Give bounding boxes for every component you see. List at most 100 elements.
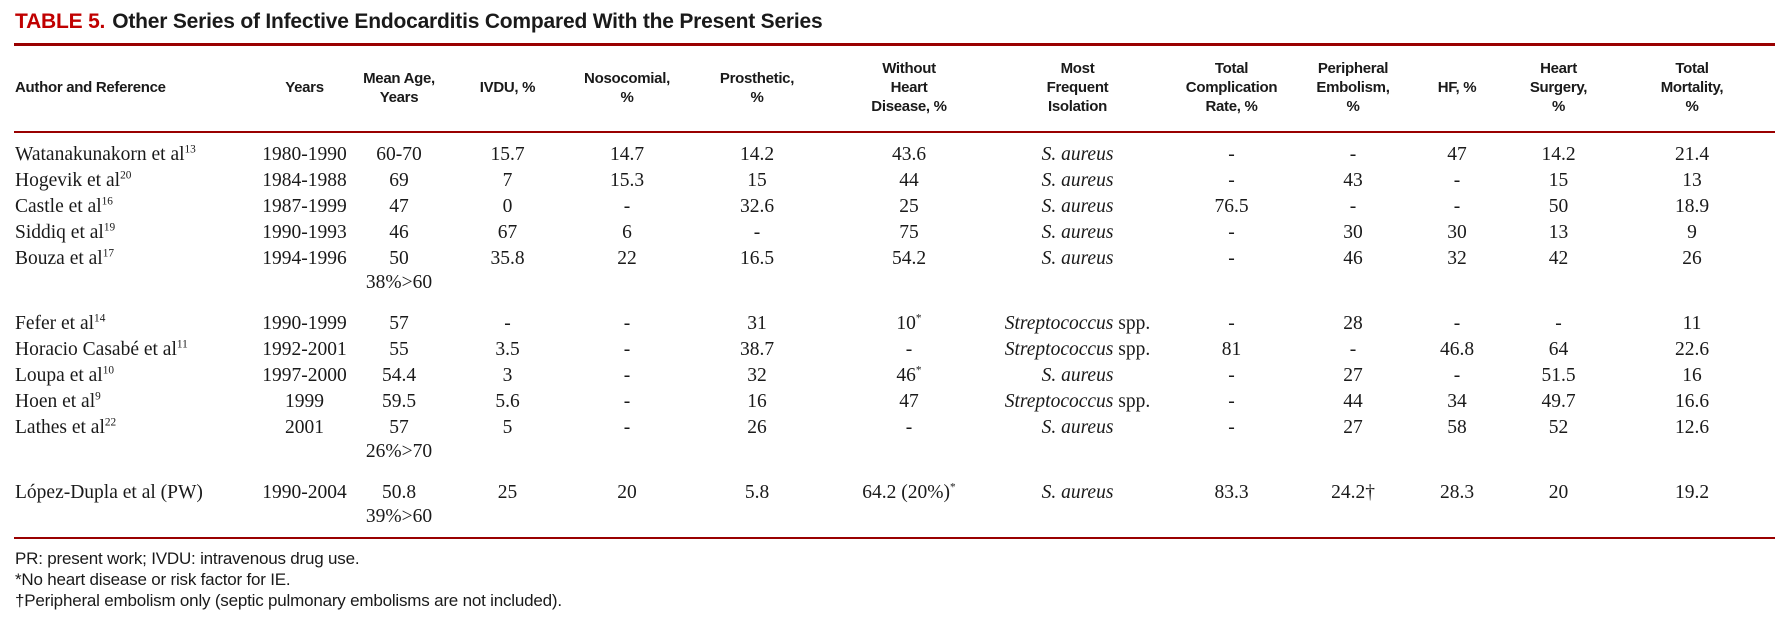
table-row: Castle et al16 1987-1999 47 0 - 32.6 25 S. aure… [14,194,1775,220]
cell-total-complication-rate: - [1228,417,1235,438]
cell-total-complication-rate: 76.5 [1214,196,1249,217]
cell-heart-surgery: 52 [1548,417,1569,438]
cell-mean-age: 57 26%>70 [365,417,433,462]
cell-prosthetic: 15 [747,170,767,191]
cell-nosocomial: 14.7 [609,144,645,165]
cell-peripheral-embolism: 24.2† [1331,482,1375,503]
cell-ivdu: 67 [497,222,518,243]
cell-nosocomial: 20 [617,482,637,503]
comparison-table: Author and Reference Years Mean Age, Years I… [14,46,1775,528]
cell-prosthetic: 26 [747,417,767,438]
cell-years: 1980-1990 [262,144,347,165]
cell-heart-surgery: 14.2 [1541,144,1576,165]
cell-ivdu: 15.7 [490,144,525,165]
table-row: López-Dupla et al (PW) 1990-2004 50.8 39%>6… [14,463,1775,528]
cell-peripheral-embolism: 43 [1343,170,1363,191]
cell-prosthetic: 16.5 [739,248,775,269]
cell-isolation: S. aureus [1041,144,1114,165]
table-row: Hogevik et al20 1984-1988 69 7 15.3 15 44 S. au… [14,168,1775,194]
table-body: Watanakunakorn et al13 1980-1990 60-70 15.7… [14,132,1775,528]
cell-years: 1990-1993 [262,222,347,243]
cell-nosocomial: - [623,196,631,217]
cell-ivdu: 7 [502,170,513,191]
cell-author: Bouza et al17 [15,247,115,269]
cell-years: 1987-1999 [262,196,347,217]
cell-total-mortality: 12.6 [1674,417,1710,438]
footnote-line: *No heart disease or risk factor for IE. [15,570,291,589]
table-row: Watanakunakorn et al13 1980-1990 60-70 15.7… [14,132,1775,168]
cell-hf: 30 [1447,222,1467,243]
cell-years: 1994-1996 [262,248,347,269]
cell-peripheral-embolism: 28 [1343,313,1363,334]
cell-total-mortality: 18.9 [1674,196,1710,217]
column-header-ivdu: IVDU, % [449,46,566,133]
column-header-total-complication-rate: Total Complication Rate, % [1163,46,1300,133]
cell-isolation: S. aureus [1041,222,1114,243]
cell-isolation: S. aureus [1041,170,1114,191]
cell-years: 1999 [285,391,324,412]
cell-ivdu: 5.6 [495,391,520,412]
cell-hf: 28.3 [1439,482,1475,503]
cell-author: Lathes et al22 [15,416,117,438]
cell-prosthetic: 38.7 [739,339,775,360]
cell-without-heart-disease: 64.2 (20%)* [862,481,956,503]
cell-without-heart-disease: 43.6 [891,144,927,165]
cell-total-mortality: 26 [1682,248,1702,269]
cell-ivdu: 5 [502,417,513,438]
cell-heart-surgery: - [1555,313,1562,334]
table-row: Lathes et al22 2001 57 26%>70 5 - 26 - S. aureus… [14,415,1775,463]
table-row: Hoen et al9 1999 59.5 5.6 - 16 47 Streptococcus… [14,389,1775,415]
cell-author: Hogevik et al20 [15,169,132,191]
cell-total-complication-rate: - [1228,144,1235,165]
cell-mean-age: 47 [389,196,409,217]
cell-without-heart-disease: 25 [899,196,919,217]
footnotes: PR: present work; IVDU: intravenous drug… [14,539,1775,611]
cell-without-heart-disease: 75 [899,222,919,243]
cell-heart-surgery: 64 [1548,339,1569,360]
cell-isolation: S. aureus [1041,417,1114,438]
cell-mean-age: 50.8 39%>60 [365,482,433,527]
footnote-line: †Peripheral embolism only (septic pulmon… [15,591,562,610]
cell-hf: 58 [1447,417,1467,438]
cell-total-mortality: 13 [1682,170,1702,191]
cell-years: 1997-2000 [262,365,347,386]
cell-total-complication-rate: 83.3 [1214,482,1249,503]
cell-total-mortality: 22.6 [1674,339,1710,360]
cell-author: Watanakunakorn et al13 [15,143,196,165]
cell-ivdu: 35.8 [490,248,525,269]
caption-title: Other Series of Infective Endocarditis C… [112,10,823,33]
cell-mean-age: 46 [389,222,409,243]
cell-prosthetic: - [753,222,761,243]
cell-author: Fefer et al14 [15,312,106,334]
table-row: Bouza et al17 1994-1996 50 38%>60 35.8 22 16.5… [14,246,1775,294]
column-header-author: Author and Reference [14,46,260,133]
cell-hf: - [1453,170,1461,191]
cell-ivdu: 3.5 [495,339,520,360]
cell-total-complication-rate: 81 [1221,339,1242,360]
cell-mean-age: 55 [389,339,409,360]
cell-isolation: Streptococcus spp. [1004,339,1151,360]
cell-mean-age: 54.4 [381,365,417,386]
cell-without-heart-disease: 47 [899,391,919,412]
cell-nosocomial: - [623,313,631,334]
column-header-mean-age: Mean Age, Years [349,46,449,133]
cell-author: Siddiq et al19 [15,221,116,243]
table-row: Fefer et al14 1990-1999 57 - - 31 10* Streptoco… [14,294,1775,337]
cell-peripheral-embolism: 44 [1343,391,1363,412]
cell-nosocomial: - [623,391,631,412]
cell-mean-age: 69 [389,170,409,191]
cell-author: Loupa et al10 [15,364,115,386]
cell-hf: 34 [1447,391,1467,412]
cell-prosthetic: 31 [747,313,767,334]
cell-peripheral-embolism: - [1349,196,1357,217]
cell-hf: 47 [1447,144,1467,165]
cell-heart-surgery: 15 [1548,170,1569,191]
cell-ivdu: 25 [497,482,518,503]
cell-mean-age: 57 [389,313,409,334]
cell-nosocomial: - [623,365,631,386]
cell-author: Horacio Casabé et al11 [15,338,188,360]
column-header-heart-surgery: Heart Surgery,% [1508,46,1609,133]
cell-without-heart-disease: - [905,417,913,438]
cell-isolation: S. aureus [1041,365,1114,386]
cell-years: 1990-2004 [262,482,347,503]
